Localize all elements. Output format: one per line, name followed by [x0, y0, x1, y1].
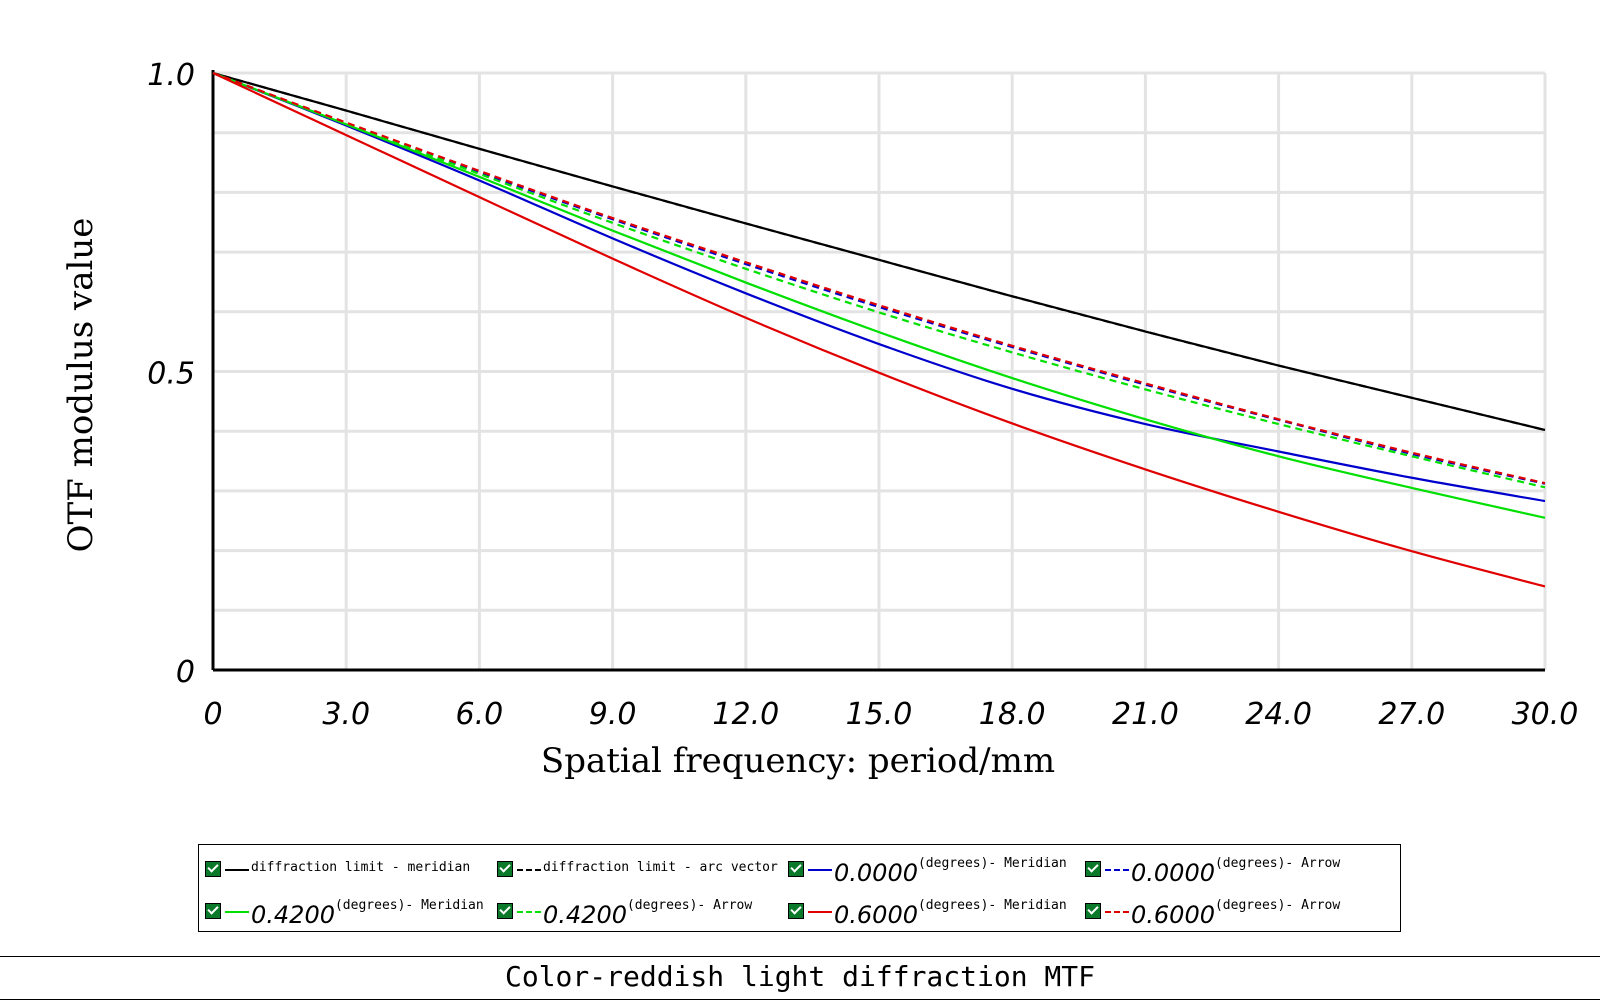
- legend-swatch: [1105, 869, 1129, 871]
- legend-checkbox[interactable]: [497, 861, 513, 877]
- legend-angle-value: 0.6000: [834, 901, 918, 929]
- series-line-4: [212, 71, 1546, 519]
- legend-label: (degrees)- Arrow: [626, 898, 753, 913]
- mtf-chart: 0 3.0 6.0 9.0 12.0 15.0 18.0 21.0 24.0 27.0 30.0 0…: [61, 58, 1578, 781]
- legend-angle-value: 0.6000: [1131, 901, 1215, 929]
- series-line-1: [212, 71, 1546, 432]
- y-tick-label: 0: [176, 655, 195, 690]
- x-tick-label: 12.0: [712, 697, 779, 732]
- legend-item[interactable]: 0.4200 (degrees)- Arrow: [497, 897, 752, 927]
- legend-item[interactable]: diffraction limit - meridian: [205, 855, 470, 885]
- x-tick-label: 21.0: [1112, 697, 1179, 732]
- legend-swatch: [808, 869, 832, 871]
- legend-checkbox[interactable]: [788, 861, 804, 877]
- legend-label: (degrees)- Meridian: [917, 898, 1067, 913]
- legend-checkbox[interactable]: [205, 903, 221, 919]
- series-line-7: [212, 71, 1546, 485]
- x-tick-label: 0: [203, 697, 222, 732]
- legend-label: (degrees)- Meridian: [917, 856, 1067, 871]
- legend: diffraction limit - meridian diffraction …: [198, 844, 1401, 932]
- x-tick-label: 9.0: [589, 697, 637, 732]
- legend-label: (degrees)- Arrow: [1214, 856, 1341, 871]
- x-tick-label: 18.0: [979, 697, 1046, 732]
- chart-title-bar: Color-reddish light diffraction MTF: [0, 956, 1600, 1000]
- legend-angle-value: 0.0000: [834, 859, 918, 887]
- legend-swatch: [808, 911, 832, 913]
- y-tick-labels: 0 0.5 1.0: [147, 58, 195, 690]
- legend-item[interactable]: 0.6000 (degrees)- Arrow: [1085, 897, 1340, 927]
- x-tick-label: 3.0: [322, 697, 370, 732]
- legend-swatch: [517, 869, 541, 871]
- y-tick-label: 0.5: [147, 357, 195, 392]
- grid: [211, 71, 1547, 672]
- legend-checkbox[interactable]: [497, 903, 513, 919]
- legend-item[interactable]: 0.6000 (degrees)- Meridian: [788, 897, 1067, 927]
- legend-checkbox[interactable]: [205, 861, 221, 877]
- x-tick-labels: 0 3.0 6.0 9.0 12.0 15.0 18.0 21.0 24.0 27.0 30.0: [203, 697, 1578, 732]
- y-tick-label: 1.0: [147, 58, 195, 93]
- legend-item[interactable]: diffraction limit - arc vector: [497, 855, 778, 885]
- chart-title: Color-reddish light diffraction MTF: [504, 960, 1095, 993]
- legend-swatch: [225, 911, 249, 913]
- x-tick-label: 24.0: [1245, 697, 1312, 732]
- legend-label: diffraction limit - meridian: [251, 860, 471, 875]
- legend-item[interactable]: 0.0000 (degrees)- Arrow: [1085, 855, 1340, 885]
- x-tick-label: 6.0: [456, 697, 504, 732]
- legend-item[interactable]: 0.4200 (degrees)- Meridian: [205, 897, 484, 927]
- series-line-6: [212, 72, 1546, 588]
- series-line-2: [212, 71, 1546, 503]
- x-tick-label: 30.0: [1512, 697, 1579, 732]
- axes: [211, 70, 1545, 672]
- legend-swatch: [517, 911, 541, 913]
- legend-label: diffraction limit - arc vector: [543, 860, 778, 875]
- legend-label: (degrees)- Meridian: [334, 898, 484, 913]
- legend-checkbox[interactable]: [788, 903, 804, 919]
- y-axis-label: OTF modulus value: [61, 218, 101, 553]
- legend-swatch: [225, 869, 249, 871]
- series-line-5: [212, 71, 1546, 489]
- legend-angle-value: 0.4200: [543, 901, 627, 929]
- legend-item[interactable]: 0.0000 (degrees)- Meridian: [788, 855, 1067, 885]
- legend-label: (degrees)- Arrow: [1214, 898, 1341, 913]
- series-lines: [212, 71, 1546, 588]
- legend-checkbox[interactable]: [1085, 903, 1101, 919]
- legend-checkbox[interactable]: [1085, 861, 1101, 877]
- legend-swatch: [1105, 911, 1129, 913]
- legend-angle-value: 0.0000: [1131, 859, 1215, 887]
- x-axis-label: Spatial frequency: period/mm: [541, 741, 1055, 781]
- x-tick-label: 27.0: [1378, 697, 1445, 732]
- x-tick-label: 15.0: [846, 697, 913, 732]
- legend-angle-value: 0.4200: [251, 901, 335, 929]
